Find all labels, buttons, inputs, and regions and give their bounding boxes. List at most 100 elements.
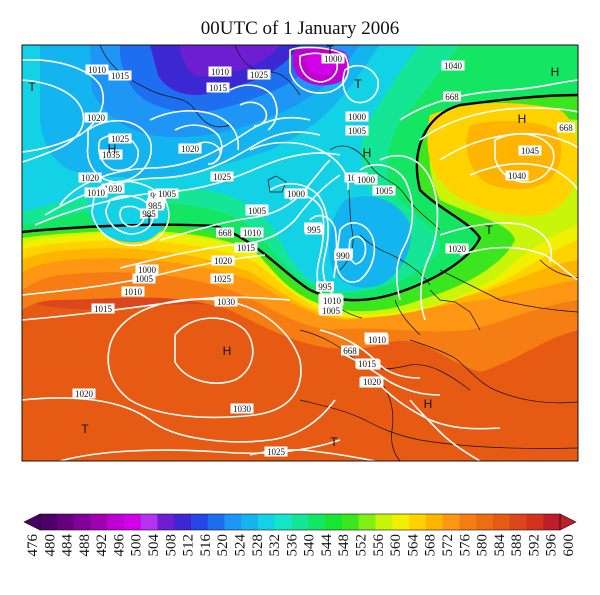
isobar-label: 1020 <box>87 113 106 123</box>
isobar-label: 668 <box>343 346 357 356</box>
isobar-label-bg <box>365 334 389 345</box>
isobar-label-bg <box>78 172 102 183</box>
colorbar-tick-label: 580 <box>475 534 491 557</box>
isobar-label-bg <box>140 208 158 219</box>
isobar-label-bg <box>321 53 345 64</box>
colorbar-frame <box>39 513 561 531</box>
colorbar-tick-label: 600 <box>561 534 577 557</box>
colorbar-tick-label: 512 <box>181 534 197 557</box>
isobar-label-bg <box>445 243 469 254</box>
isobar-label-bg <box>84 187 108 198</box>
isobar-label-bg <box>214 296 238 307</box>
isobar-label-bg <box>247 69 271 80</box>
isobar-label: 1045 <box>521 146 540 156</box>
isobar-label: 1000 <box>348 112 367 122</box>
map-frame <box>21 44 579 462</box>
colorbar-swatch <box>325 514 343 530</box>
colorbar-tick-label: 488 <box>77 534 93 557</box>
high-pressure-centre: H <box>551 65 560 79</box>
isobar-label: 985 <box>142 209 156 219</box>
isobar-label: 1010 <box>243 228 262 238</box>
colorbar-tick-label: 520 <box>215 534 231 557</box>
high-pressure-centre: H <box>108 142 117 156</box>
colorbar-tick-label: 528 <box>250 534 266 557</box>
isobar-label-bg <box>505 170 529 181</box>
colorbar-swatch <box>476 514 494 530</box>
colorbar-tick-label: 504 <box>146 534 162 557</box>
isobar-label-bg <box>230 403 254 414</box>
isobar-label: 985 <box>148 201 162 211</box>
colorbar-max-arrow <box>559 513 577 531</box>
isobar-label: 668 <box>559 123 573 133</box>
high-pressure-centre: H <box>363 146 372 160</box>
colorbar-min-arrow <box>23 513 41 531</box>
isobar-label: 1010 <box>87 188 106 198</box>
colorbar-tick-label: 540 <box>302 534 318 557</box>
isobar-label: 1020 <box>448 244 467 254</box>
colorbar-swatch <box>174 514 192 530</box>
isobar-label-bg <box>240 227 264 238</box>
isobar-label: 1025 <box>213 274 232 284</box>
low-pressure-centre: T <box>28 80 36 94</box>
isobar-label: 1010 <box>124 287 143 297</box>
pressure-centres: T H T T H H H T T H T H T <box>28 45 560 449</box>
field-sky-lobe <box>328 196 411 288</box>
colorbar-tick-label: 560 <box>388 534 404 557</box>
colorbar-swatch <box>492 514 511 530</box>
isobar-label: 990 <box>336 251 350 261</box>
colorbar-swatch <box>409 514 427 530</box>
isobar-label-bg <box>206 82 230 93</box>
colorbar-tick-label: 592 <box>526 534 542 557</box>
colorbar-tick-label: 476 <box>25 534 41 557</box>
isobar-label: 1005 <box>322 306 341 316</box>
low-pressure-centre: T <box>145 213 153 227</box>
colorbar-tick-label: 596 <box>544 534 560 557</box>
colorbar-swatch <box>358 514 376 530</box>
isobar-label-bg <box>208 66 232 77</box>
isobar-label: 1040 <box>444 61 463 71</box>
colorbar-tick-label: 524 <box>232 534 248 557</box>
isobar-label: 1015 <box>358 359 377 369</box>
low-pressure-centre: T <box>354 77 362 91</box>
colorbar-tick-label: 516 <box>198 534 214 557</box>
isobar-label-bg <box>360 376 384 387</box>
isobar-label-bg <box>108 70 132 81</box>
field-violet <box>180 45 280 77</box>
isobar-label-bg <box>284 188 308 199</box>
colorbar-swatch <box>258 514 276 530</box>
isobar-label: 1030 <box>233 404 252 414</box>
colorbar-swatch <box>442 514 460 530</box>
colorbar-swatch <box>207 514 225 530</box>
isobar-label-bg <box>101 183 125 194</box>
isobar-label-bg <box>211 255 235 266</box>
colorbar-swatch <box>123 514 142 530</box>
isobar-label: 995 <box>307 225 321 235</box>
colorbar-tick-label: 568 <box>423 534 439 557</box>
colorbar-swatch <box>241 514 259 530</box>
isobar-label: 1010 <box>368 335 387 345</box>
isobar-label-bg <box>334 250 352 261</box>
colorbar-tick-label: 500 <box>129 534 145 557</box>
isobar-label-bg <box>557 122 575 133</box>
isobar-label: 1000 <box>357 175 376 185</box>
isobar-label: 1015 <box>237 243 256 253</box>
isobar-label-bg <box>85 64 109 75</box>
isobar-label: 1005 <box>135 274 154 284</box>
colorbar-swatch <box>140 514 158 530</box>
isobar-label: 1020 <box>81 173 100 183</box>
isobar-label-bg <box>316 281 334 292</box>
isobar-label-bg <box>355 358 379 369</box>
isobar-label: 1005 <box>248 206 267 216</box>
colorbar-swatch <box>73 514 91 530</box>
isobar-label: 1025 <box>250 70 269 80</box>
isobar-label: 1030 <box>217 297 236 307</box>
low-pressure-centre: T <box>81 422 89 436</box>
isobar-label-bg <box>372 185 396 196</box>
colorbar-tick-label: 496 <box>111 534 127 557</box>
isobar-label-bg <box>354 174 378 185</box>
isobar-label-bg <box>341 345 359 356</box>
isobar-label-bg <box>178 143 202 154</box>
isobar-label-bg <box>155 188 179 199</box>
isobar-label-bg <box>72 388 96 399</box>
